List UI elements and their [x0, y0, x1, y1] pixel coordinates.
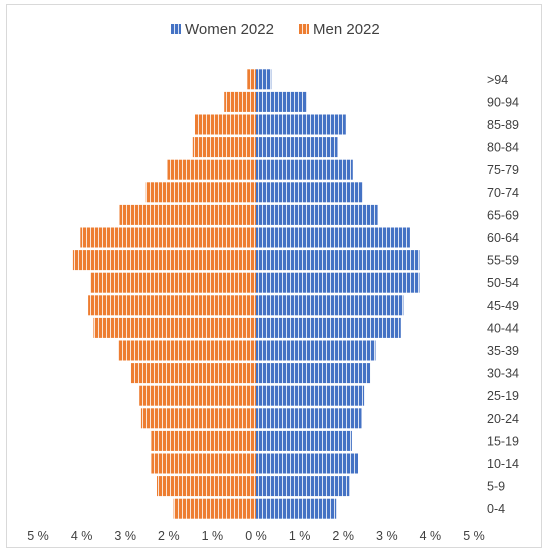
x-tick-label: 3 %	[114, 529, 136, 543]
age-label-25-19: 25-19	[487, 389, 519, 403]
x-tick-label: 0 %	[245, 529, 267, 543]
bar-men-85-89	[195, 114, 256, 135]
age-label-55-59: 55-59	[487, 254, 519, 268]
bar-men-45-49	[88, 295, 256, 316]
bar-men-35-39	[118, 340, 256, 361]
bar-series-group	[72, 69, 420, 519]
age-label-0-4: 0-4	[487, 502, 505, 516]
bar-women-65-69	[256, 204, 378, 225]
age-label-10-14: 10-14	[487, 457, 519, 471]
bar-women-10-14	[256, 453, 358, 474]
bar-men-70-74	[145, 182, 256, 203]
bar-women-25-19	[256, 385, 365, 406]
x-tick-label: 5 %	[463, 529, 485, 543]
x-tick-label: 4 %	[71, 529, 93, 543]
bar-men-15-19	[151, 430, 256, 451]
age-label-30-34: 30-34	[487, 367, 519, 381]
bar-women-0-4	[256, 498, 337, 519]
bar-men-80-84	[192, 137, 256, 158]
population-pyramid-chart: Women 2022 Men 2022 >94 90-94 85-89 80-84 75…	[27, 21, 519, 543]
age-label-65-69: 65-69	[487, 208, 519, 222]
age-label-15-19: 15-19	[487, 434, 519, 448]
age-label-50-54: 50-54	[487, 276, 519, 290]
legend-item-men[interactable]: Men 2022	[299, 21, 380, 38]
age-label-80-84: 80-84	[487, 141, 519, 155]
bar-women-5-9	[256, 476, 350, 497]
age-label-35-39: 35-39	[487, 344, 519, 358]
x-axis-tick-labels: 5 % 4 % 3 % 2 % 1 % 0 % 1 % 2 % 3 % 4 % 5 %	[27, 529, 485, 543]
bar-women-40-44	[256, 317, 401, 338]
x-tick-label: 1 %	[289, 529, 311, 543]
bar-women-55-59	[256, 250, 420, 271]
x-tick-label: 2 %	[158, 529, 180, 543]
age-label-90-94: 90-94	[487, 95, 519, 109]
bar-women-15-19	[256, 430, 352, 451]
chart-frame: Women 2022 Men 2022 >94 90-94 85-89 80-84 75…	[6, 4, 542, 548]
bar-women-20-24	[256, 408, 362, 429]
bar-men-65-69	[119, 204, 256, 225]
bar-men-55-59	[72, 250, 257, 271]
bar-women-90-94	[256, 91, 307, 112]
bar-women-50-54	[256, 272, 420, 293]
age-label-75-79: 75-79	[487, 163, 519, 177]
bar-men-50-54	[90, 272, 256, 293]
bar-women-70-74	[256, 182, 363, 203]
bar-men-75-79	[167, 159, 256, 180]
age-label-20-24: 20-24	[487, 412, 519, 426]
age-group-labels: >94 90-94 85-89 80-84 75-79 70-74 65-69 60-64 55…	[487, 73, 519, 516]
x-tick-label: 5 %	[27, 529, 49, 543]
age-label-45-49: 45-49	[487, 299, 519, 313]
age-label-70-74: 70-74	[487, 186, 519, 200]
bar-men-60-64	[80, 227, 256, 248]
bar-men-20-24	[140, 408, 256, 429]
legend-swatch-women	[171, 24, 181, 34]
bar-men-5-9	[157, 476, 256, 497]
bar-women-80-84	[256, 137, 338, 158]
bar-women-35-39	[256, 340, 376, 361]
age-label-60-64: 60-64	[487, 231, 519, 245]
bar-men-40-44	[93, 317, 257, 338]
legend-label-men: Men 2022	[313, 21, 380, 38]
bar-women->94	[256, 69, 272, 90]
age-label->94: >94	[487, 73, 508, 87]
x-tick-label: 1 %	[202, 529, 224, 543]
bar-men->94	[247, 69, 256, 90]
x-tick-label: 2 %	[332, 529, 354, 543]
age-label-5-9: 5-9	[487, 480, 505, 494]
bar-men-30-34	[130, 363, 256, 384]
bar-men-25-19	[139, 385, 256, 406]
bar-women-45-49	[256, 295, 404, 316]
bar-women-85-89	[256, 114, 346, 135]
legend: Women 2022 Men 2022	[171, 21, 380, 38]
legend-label-women: Women 2022	[185, 21, 274, 38]
bar-men-10-14	[151, 453, 256, 474]
x-tick-label: 4 %	[420, 529, 442, 543]
legend-swatch-men	[299, 24, 309, 34]
bar-men-0-4	[173, 498, 256, 519]
bar-women-75-79	[256, 159, 353, 180]
bar-women-60-64	[256, 227, 410, 248]
bar-women-30-34	[256, 363, 371, 384]
bar-men-90-94	[224, 91, 256, 112]
legend-item-women[interactable]: Women 2022	[171, 21, 274, 38]
age-label-85-89: 85-89	[487, 118, 519, 132]
age-label-40-44: 40-44	[487, 321, 519, 335]
x-tick-label: 3 %	[376, 529, 398, 543]
